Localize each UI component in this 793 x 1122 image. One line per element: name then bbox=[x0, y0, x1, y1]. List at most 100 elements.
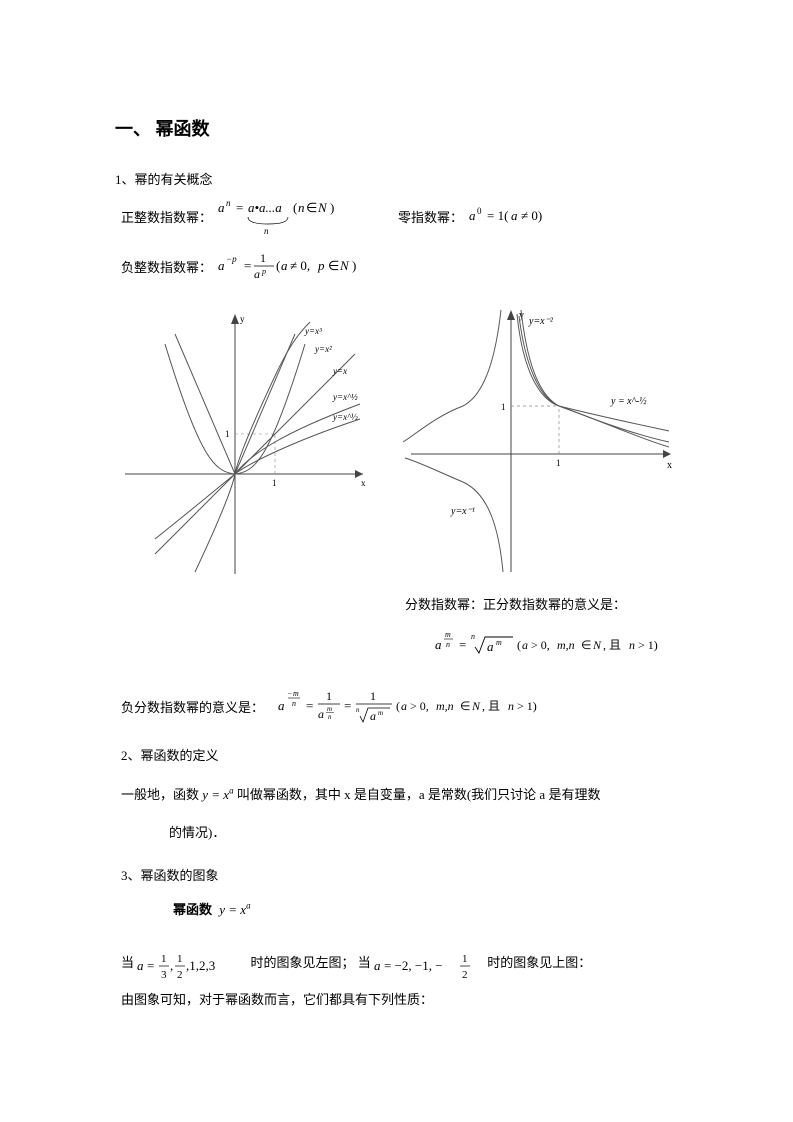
svg-text:,1,2,3: ,1,2,3 bbox=[186, 958, 215, 973]
svg-text:m: m bbox=[496, 638, 502, 647]
svg-text:y=x⁻²: y=x⁻² bbox=[528, 316, 554, 327]
posint-label: 正整数指数幂： bbox=[121, 207, 212, 226]
svg-text:, 且: , 且 bbox=[603, 638, 621, 652]
formula-row-2: 负整数指数幂： a −p = 1 a p ( a ≠ 0, p ∈ N ) bbox=[121, 248, 683, 284]
svg-text:∈: ∈ bbox=[306, 200, 317, 215]
zero-label: 零指数幂： bbox=[398, 207, 463, 226]
svg-text:n: n bbox=[629, 638, 635, 652]
svg-text:2: 2 bbox=[462, 969, 468, 980]
sec3-l1-mid: 时的图象见左图； 当 bbox=[251, 955, 371, 970]
sec3-aset1-formula: a = 1 3 , 1 2 ,1,2,3 bbox=[137, 948, 247, 980]
svg-text:a•a...a: a•a...a bbox=[248, 200, 282, 215]
svg-text:≠ 0): ≠ 0) bbox=[521, 208, 542, 223]
svg-text:p: p bbox=[317, 258, 325, 273]
svg-text:m: m bbox=[327, 705, 332, 713]
section-2-body: 一般地，函数 y = xa 叫做幂函数，其中 x 是自变量，a 是常数(我们只讨… bbox=[121, 781, 683, 848]
svg-text:3: 3 bbox=[161, 969, 167, 980]
svg-text:a: a bbox=[218, 200, 225, 215]
section-3-line2: 由图象可知，对于幂函数而言，它们都具有下列性质： bbox=[121, 988, 683, 1013]
svg-text:m,n: m,n bbox=[436, 699, 454, 713]
svg-text:,: , bbox=[170, 958, 173, 973]
svg-text:1: 1 bbox=[260, 251, 266, 265]
svg-text:n: n bbox=[264, 226, 269, 236]
svg-text:=: = bbox=[459, 637, 466, 652]
svg-text:m,n: m,n bbox=[557, 638, 575, 652]
svg-text:= 1(: = 1( bbox=[487, 208, 508, 223]
svg-text:2: 2 bbox=[177, 969, 183, 980]
svg-text:a: a bbox=[254, 267, 260, 281]
svg-text:m: m bbox=[378, 709, 383, 717]
svg-text:a: a bbox=[318, 707, 324, 721]
svg-text:m: m bbox=[445, 630, 451, 639]
sec3-sub-formula: y = xa bbox=[219, 902, 250, 917]
page-title: 一、 幂函数 bbox=[115, 115, 683, 141]
svg-text:(: ( bbox=[276, 258, 280, 273]
neg-fraction-formula: a − m n = 1 a m n = 1 n a m ( a > 0, m,n… bbox=[278, 684, 588, 728]
svg-text:x: x bbox=[667, 460, 672, 471]
svg-text:y=x³: y=x³ bbox=[304, 326, 322, 336]
section-3-sub: 幂函数 y = xa bbox=[173, 899, 683, 918]
svg-text:=: = bbox=[244, 258, 251, 273]
svg-text:n: n bbox=[298, 200, 305, 215]
document-page: 一、 幂函数 1、幂的有关概念 正整数指数幂： a n = a•a...a ( … bbox=[0, 0, 793, 1072]
svg-text:y = x^-½: y = x^-½ bbox=[610, 396, 647, 407]
svg-text:1: 1 bbox=[326, 689, 332, 703]
svg-text:1: 1 bbox=[161, 953, 167, 965]
negint-formula: a −p = 1 a p ( a ≠ 0, p ∈ N ) bbox=[218, 248, 398, 284]
svg-text:a: a bbox=[469, 208, 476, 223]
sec2-formula: y = xa bbox=[202, 787, 233, 802]
section-3-heading: 3、幂函数的图象 bbox=[121, 864, 683, 889]
graph-row: y x 1 1 y=x³ y=x² y=x y=x^½ y=x^⅓ bbox=[115, 304, 683, 584]
svg-text:y=x^⅓: y=x^⅓ bbox=[332, 412, 358, 422]
pos-fraction-formula: a m n = n a m ( a > 0, m,n ∈ N , 且 n > 1… bbox=[435, 625, 695, 661]
svg-text:(: ( bbox=[293, 200, 297, 215]
fraction-exp-intro: 分数指数幂：正分数指数幂的意义是： bbox=[405, 594, 683, 613]
sec3-l1-post: 时的图象见上图： bbox=[487, 955, 591, 970]
svg-text:x: x bbox=[361, 478, 366, 488]
neg-fraction-row: 负分数指数幂的意义是： a − m n = 1 a m n = 1 n a m … bbox=[121, 684, 683, 728]
svg-text:y: y bbox=[240, 314, 245, 324]
svg-text:=: = bbox=[147, 958, 154, 973]
svg-text:a: a bbox=[374, 958, 381, 973]
svg-text:n: n bbox=[446, 640, 450, 649]
svg-text:∈: ∈ bbox=[460, 699, 470, 713]
svg-text:n: n bbox=[471, 632, 475, 641]
posint-formula: a n = a•a...a ( n ∈ N ) n bbox=[218, 194, 358, 238]
section-2-heading: 2、幂函数的定义 bbox=[121, 744, 683, 769]
svg-text:n: n bbox=[356, 706, 360, 714]
svg-text:y=x⁻¹: y=x⁻¹ bbox=[450, 506, 475, 517]
svg-text:1: 1 bbox=[272, 478, 277, 488]
svg-text:m: m bbox=[293, 689, 299, 698]
svg-text:∈: ∈ bbox=[581, 638, 591, 652]
sec2-pre: 一般地，函数 bbox=[121, 787, 202, 802]
svg-text:> 1): > 1) bbox=[638, 638, 658, 652]
svg-text:a: a bbox=[401, 699, 407, 713]
svg-text:0: 0 bbox=[477, 206, 482, 216]
svg-text:N: N bbox=[339, 258, 350, 273]
formula-row-1: 正整数指数幂： a n = a•a...a ( n ∈ N ) n 零指数幂： … bbox=[121, 194, 683, 238]
svg-text:a: a bbox=[435, 637, 442, 652]
svg-text:=: = bbox=[236, 200, 243, 215]
svg-text:n: n bbox=[292, 699, 296, 708]
svg-text:): ) bbox=[352, 258, 356, 273]
sec2-post: 叫做幂函数，其中 x 是自变量，a 是常数(我们只讨论 a 是有理数 bbox=[234, 787, 601, 802]
svg-text:> 0,: > 0, bbox=[410, 699, 429, 713]
section-1-heading: 1、幂的有关概念 bbox=[115, 169, 683, 188]
svg-text:−p: −p bbox=[226, 254, 237, 264]
svg-text:a: a bbox=[487, 639, 494, 654]
svg-text:(: ( bbox=[396, 699, 400, 713]
svg-text:y=x^½: y=x^½ bbox=[332, 392, 358, 402]
svg-text:1: 1 bbox=[501, 402, 506, 412]
neg-fraction-label: 负分数指数幂的意义是： bbox=[121, 697, 264, 716]
svg-text:N: N bbox=[471, 699, 481, 713]
svg-text:∈: ∈ bbox=[328, 258, 339, 273]
negint-label: 负整数指数幂： bbox=[121, 257, 212, 276]
svg-text:n: n bbox=[226, 198, 231, 208]
svg-text:≠ 0,: ≠ 0, bbox=[290, 258, 310, 273]
svg-text:1: 1 bbox=[225, 429, 230, 439]
section-3-line1: 当 a = 1 3 , 1 2 ,1,2,3 时的图象见左图； 当 a = −2… bbox=[121, 948, 683, 980]
svg-text:y=x: y=x bbox=[332, 366, 347, 376]
svg-text:a: a bbox=[218, 258, 225, 273]
svg-text:(: ( bbox=[517, 638, 521, 652]
svg-text:a: a bbox=[370, 709, 376, 723]
